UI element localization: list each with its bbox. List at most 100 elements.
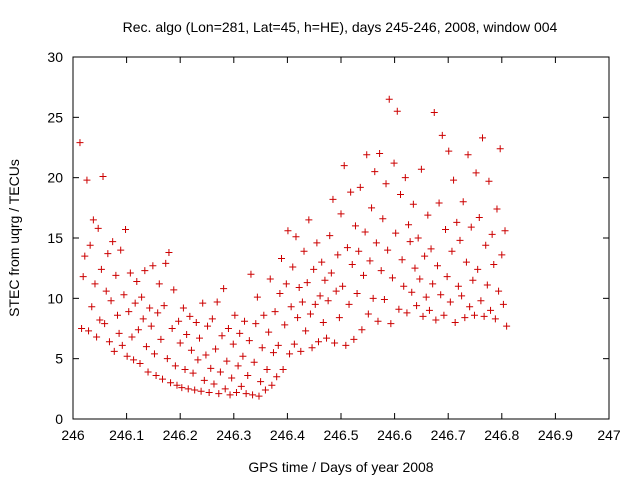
data-point	[474, 265, 482, 273]
data-point	[462, 258, 470, 266]
data-point	[490, 261, 498, 269]
data-point	[382, 180, 390, 188]
data-point	[120, 291, 128, 299]
x-tick-label: 246.6	[377, 427, 412, 443]
data-point	[208, 315, 216, 323]
data-point	[377, 267, 385, 275]
data-point	[278, 255, 286, 263]
data-point	[274, 341, 282, 349]
data-point	[405, 221, 413, 229]
data-point	[487, 306, 495, 314]
data-point	[195, 334, 203, 342]
data-point	[289, 263, 297, 271]
data-point	[228, 374, 236, 382]
data-point	[318, 258, 326, 266]
data-point	[223, 357, 231, 365]
data-point	[411, 264, 419, 272]
data-point	[253, 293, 261, 301]
data-point	[384, 246, 392, 254]
data-point	[483, 281, 491, 289]
data-point	[191, 386, 199, 394]
data-point	[443, 273, 451, 281]
data-point	[302, 327, 310, 335]
data-point	[94, 224, 102, 232]
data-point	[149, 262, 157, 270]
data-point	[437, 291, 445, 299]
data-point	[78, 325, 86, 332]
data-point	[466, 303, 474, 311]
data-point	[343, 244, 351, 252]
data-point	[334, 251, 342, 259]
data-point	[491, 315, 499, 323]
data-point	[395, 305, 403, 313]
data-point	[157, 335, 165, 343]
data-point	[165, 248, 173, 256]
data-point	[221, 385, 229, 393]
data-point	[337, 210, 345, 218]
data-point	[155, 280, 163, 288]
data-point	[427, 245, 435, 253]
data-point	[282, 280, 290, 288]
data-point	[467, 223, 475, 231]
data-point	[408, 288, 416, 296]
data-point	[178, 384, 186, 392]
data-point	[247, 270, 255, 278]
data-point	[123, 352, 131, 360]
data-point	[255, 392, 263, 400]
x-tick-label: 246	[61, 427, 85, 443]
data-point	[339, 282, 347, 290]
data-point	[276, 290, 284, 298]
data-point	[321, 276, 329, 284]
data-point	[305, 216, 313, 224]
data-point	[133, 277, 141, 285]
data-point	[300, 247, 308, 255]
data-point	[210, 380, 218, 388]
data-point	[355, 247, 363, 255]
data-point	[342, 341, 350, 349]
data-point	[150, 350, 158, 358]
data-point	[213, 298, 221, 306]
data-point	[351, 222, 359, 230]
data-point	[144, 368, 152, 376]
data-points	[76, 95, 511, 400]
data-point	[450, 176, 458, 184]
data-point	[475, 213, 483, 221]
data-point	[236, 329, 244, 337]
data-point	[345, 300, 353, 308]
data-point	[126, 269, 134, 277]
data-point	[152, 372, 160, 380]
data-point	[229, 340, 237, 348]
data-point	[292, 233, 300, 241]
data-point	[239, 352, 247, 360]
data-point	[141, 267, 149, 275]
data-point	[319, 318, 327, 326]
data-point	[479, 134, 487, 142]
x-tick-label: 246.7	[431, 427, 466, 443]
data-point	[496, 145, 504, 153]
y-tick-label: 5	[55, 351, 63, 367]
data-point	[109, 238, 117, 246]
data-point	[303, 279, 311, 287]
data-point	[202, 351, 210, 359]
data-point	[326, 232, 334, 240]
data-point	[197, 387, 205, 395]
x-tick-label: 246.4	[270, 427, 305, 443]
data-point	[269, 349, 277, 357]
data-point	[387, 320, 395, 328]
data-point	[187, 346, 195, 354]
data-point	[461, 314, 469, 322]
data-point	[419, 312, 427, 320]
data-point	[329, 195, 337, 203]
data-point	[96, 316, 104, 324]
x-tick-label: 246.8	[484, 427, 519, 443]
data-point	[442, 226, 450, 234]
y-tick-label: 10	[47, 290, 63, 306]
chart-title: Rec. algo (Lon=281, Lat=45, h=HE), days …	[123, 19, 558, 35]
data-point	[332, 287, 340, 295]
data-point	[316, 292, 324, 300]
data-point	[281, 321, 289, 329]
data-point	[287, 303, 295, 311]
data-point	[306, 310, 314, 318]
data-point	[192, 318, 200, 326]
data-point	[294, 314, 302, 322]
